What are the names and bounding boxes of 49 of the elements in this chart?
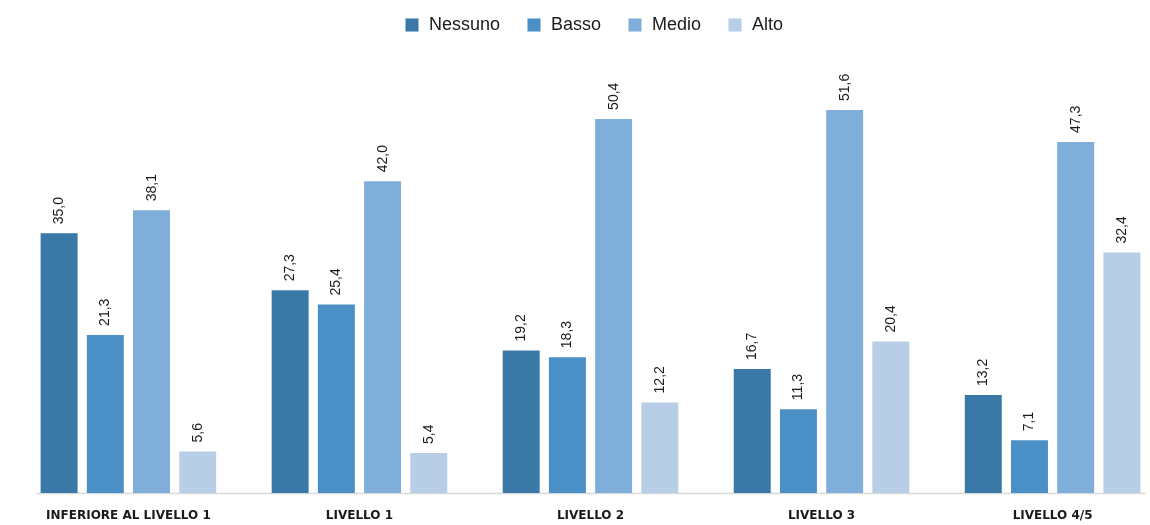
bar <box>133 210 170 493</box>
data-label: 20,4 <box>881 305 898 333</box>
bar <box>364 181 402 493</box>
data-label: 21,3 <box>96 298 113 326</box>
data-label: 38,1 <box>142 173 159 202</box>
data-label: 50,4 <box>604 82 621 110</box>
bar <box>733 369 771 493</box>
data-label: 47,3 <box>1066 105 1083 133</box>
data-label: 5,6 <box>188 422 205 443</box>
bar <box>1011 440 1048 493</box>
bar <box>1103 252 1141 493</box>
x-tick-label: LIVELLO 3 <box>787 507 856 522</box>
x-tick-label: INFERIORE AL LIVELLO 1 <box>46 507 211 522</box>
data-label: 42,0 <box>373 144 390 173</box>
bar <box>595 118 633 493</box>
data-label: 35,0 <box>50 196 67 225</box>
legend-label: Basso <box>551 14 602 34</box>
x-tick-label: LIVELLO 4/5 <box>1012 507 1093 522</box>
legend-label: Nessuno <box>429 14 501 34</box>
bar <box>779 409 817 493</box>
bar <box>502 350 540 493</box>
bar <box>40 233 78 493</box>
data-label: 32,4 <box>1112 216 1129 244</box>
bar <box>872 341 910 493</box>
x-tick-label: LIVELLO 1 <box>325 507 394 522</box>
data-label: 7,1 <box>1020 411 1037 432</box>
bar <box>548 357 586 493</box>
bar <box>826 110 864 493</box>
data-label: 19,2 <box>512 314 529 342</box>
bar <box>964 395 1002 493</box>
data-label: 11,3 <box>789 373 806 401</box>
legend-label: Alto <box>752 14 784 34</box>
bar <box>1057 141 1095 493</box>
bar <box>410 452 448 493</box>
legend-label: Medio <box>652 14 702 34</box>
bar <box>86 334 124 493</box>
bar <box>641 402 679 493</box>
data-label: 51,6 <box>835 73 852 101</box>
data-label: 25,4 <box>327 268 344 296</box>
bar <box>179 451 217 493</box>
data-label: 18,3 <box>558 320 575 349</box>
x-tick-label: LIVELLO 2 <box>556 507 625 522</box>
bar <box>271 290 309 493</box>
data-label: 13,2 <box>974 358 991 387</box>
data-label: 5,4 <box>419 424 436 444</box>
data-label: 12,2 <box>650 365 667 394</box>
data-label: 27,3 <box>281 253 298 282</box>
bar <box>317 304 355 493</box>
data-label: 16,7 <box>743 332 760 361</box>
